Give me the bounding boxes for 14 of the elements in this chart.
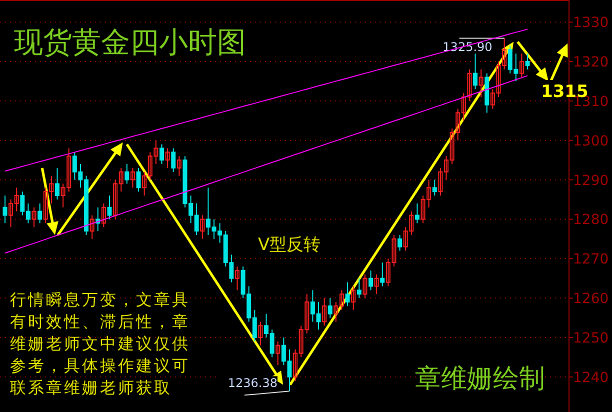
annotation: 1236.38 bbox=[228, 376, 278, 390]
y-tick-label: 1260 bbox=[573, 291, 609, 308]
y-tick-label: 1330 bbox=[573, 15, 609, 32]
y-tick-label: 1290 bbox=[573, 172, 609, 189]
y-tick-label: 1240 bbox=[573, 370, 609, 386]
y-tick-label: 1320 bbox=[573, 54, 609, 71]
y-tick-label: 1280 bbox=[573, 212, 609, 228]
y-tick-label: 1300 bbox=[573, 133, 609, 150]
annotation: V型反转 bbox=[258, 235, 321, 255]
y-tick-label: 1270 bbox=[573, 252, 609, 268]
annotation: 行情瞬息万变，文章具有时效性、滞后性，章维姗老师文中建议仅供参考，具体操作建议可联系章维姗老师获取 bbox=[10, 290, 190, 397]
y-tick-label: 1250 bbox=[573, 330, 609, 346]
annotation: 章维姗绘制 bbox=[415, 364, 545, 394]
text: 现货黄金四小时图 bbox=[14, 25, 246, 59]
